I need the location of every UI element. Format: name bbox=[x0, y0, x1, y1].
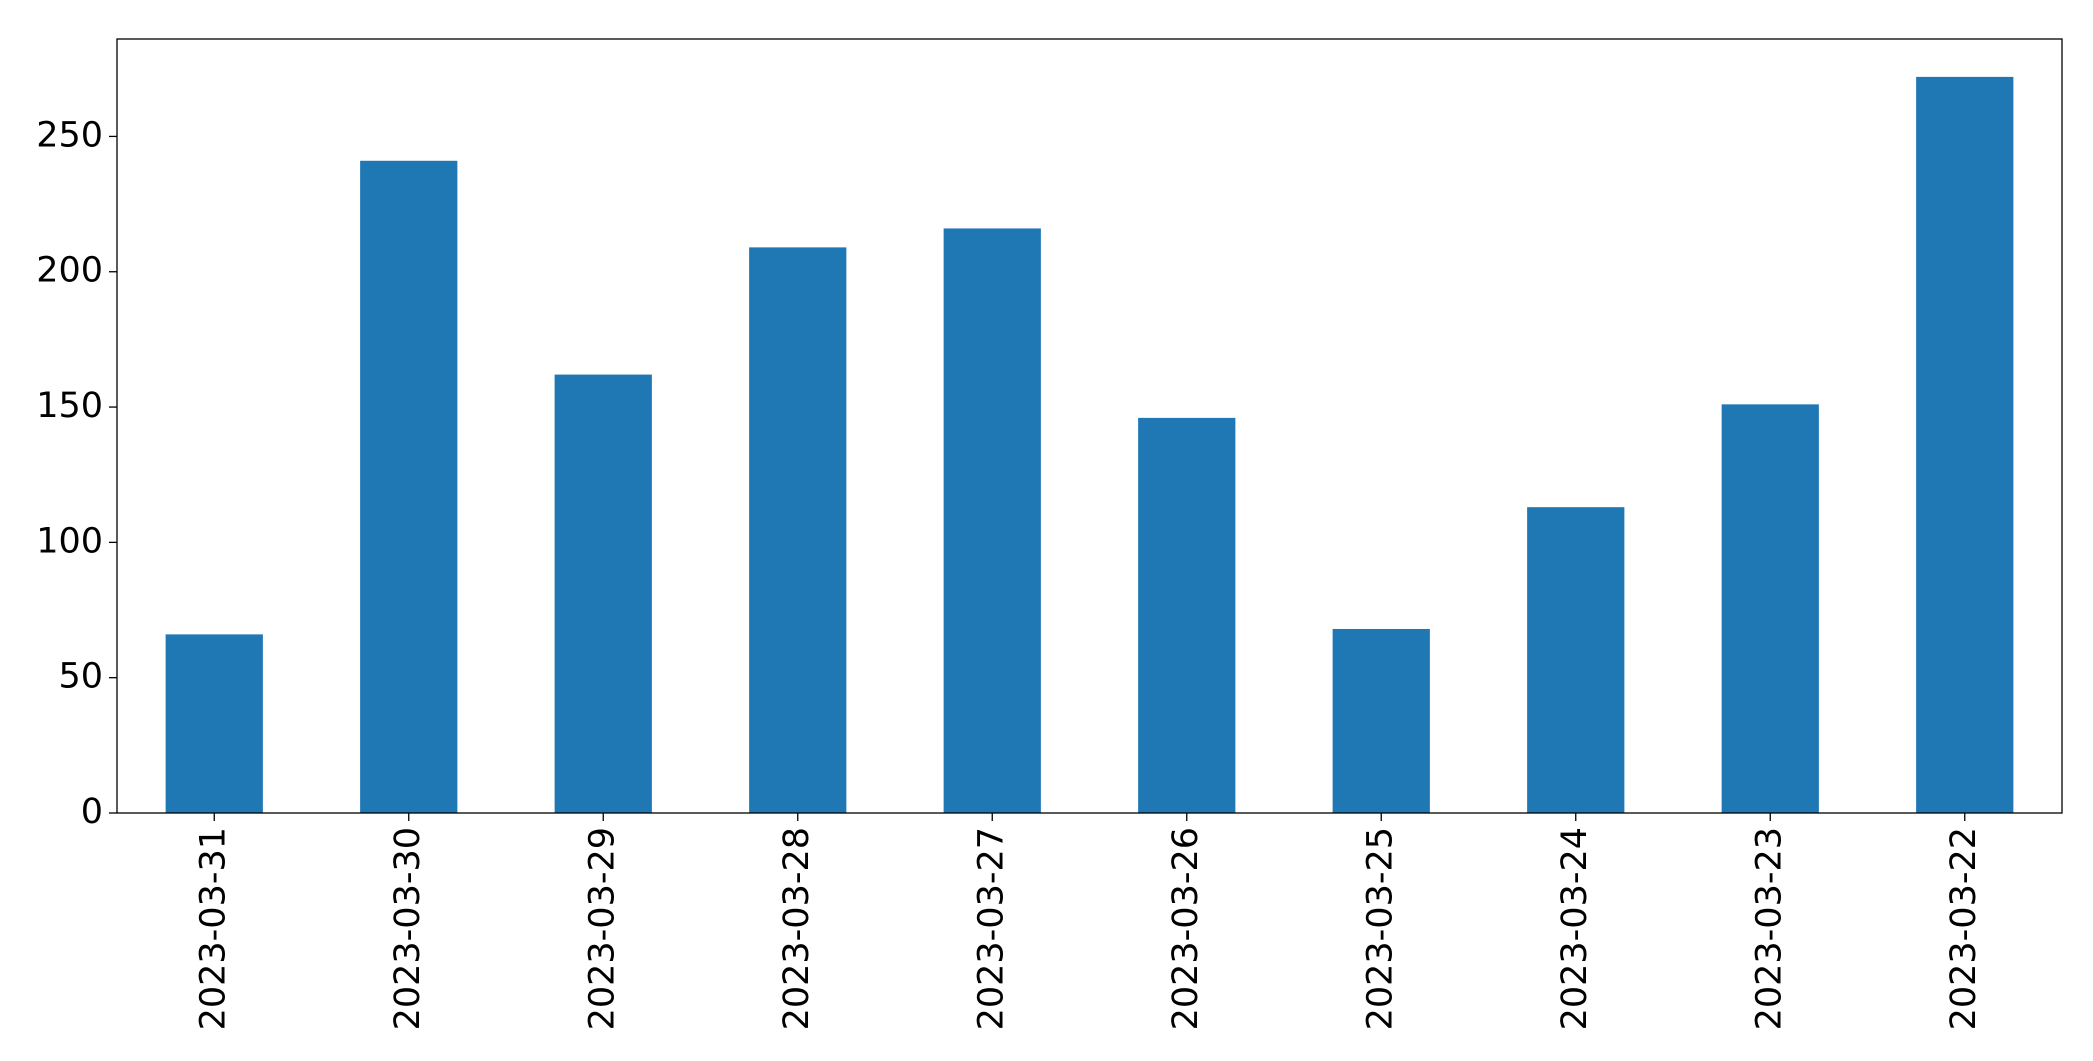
y-tick-label: 200 bbox=[36, 251, 103, 291]
x-tick-label: 2023-03-25 bbox=[1360, 827, 1400, 1030]
x-tick-label: 2023-03-29 bbox=[582, 827, 622, 1030]
x-tick-label: 2023-03-30 bbox=[388, 827, 428, 1030]
bar bbox=[1527, 507, 1625, 813]
bar bbox=[1332, 628, 1430, 813]
x-tick-label: 2023-03-28 bbox=[777, 827, 817, 1030]
bar bbox=[554, 374, 652, 813]
bar bbox=[165, 634, 263, 813]
x-tick-label: 2023-03-22 bbox=[1944, 827, 1984, 1030]
x-tick-label: 2023-03-24 bbox=[1555, 827, 1595, 1030]
plot-frame bbox=[116, 38, 2063, 814]
bar bbox=[1721, 404, 1819, 813]
bar bbox=[360, 160, 458, 814]
x-tick-label: 2023-03-23 bbox=[1749, 827, 1789, 1030]
x-tick-label: 2023-03-26 bbox=[1166, 827, 1206, 1030]
y-tick-label: 250 bbox=[36, 115, 103, 155]
bar bbox=[943, 228, 1041, 814]
y-tick-label: 100 bbox=[36, 521, 103, 561]
x-tick-label: 2023-03-27 bbox=[971, 827, 1011, 1030]
y-tick-label: 0 bbox=[81, 792, 103, 832]
bar bbox=[1138, 417, 1236, 813]
bar bbox=[1916, 76, 2014, 813]
y-tick-label: 50 bbox=[58, 657, 103, 697]
bar bbox=[749, 247, 847, 813]
y-tick-label: 150 bbox=[36, 386, 103, 426]
x-tick-label: 2023-03-31 bbox=[193, 827, 233, 1030]
